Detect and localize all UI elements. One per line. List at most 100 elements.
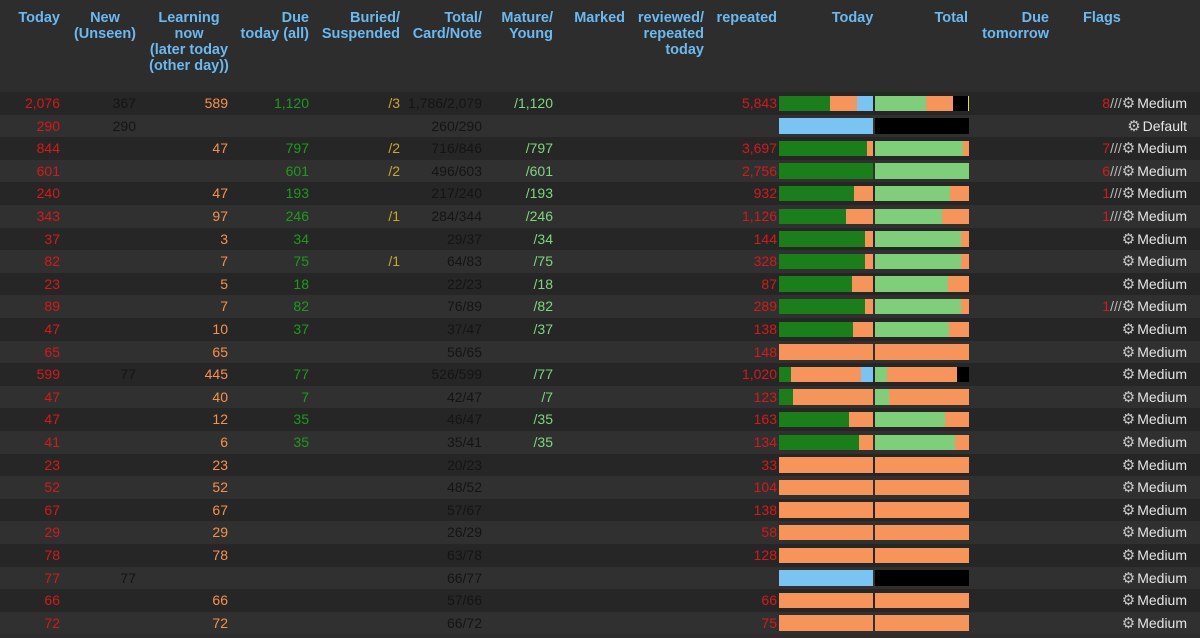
table-row[interactable]: 67 67 57/67 138 ⚙ Medium	[0, 498, 1200, 522]
options-preset-link[interactable]: Medium	[1137, 411, 1187, 428]
table-row[interactable]: 47 12 35 46/47/35 163 ⚙ Medium	[0, 408, 1200, 431]
gear-icon[interactable]: ⚙	[1121, 569, 1136, 587]
options-preset-link[interactable]: Medium	[1137, 140, 1187, 157]
header-due[interactable]: Due today (all)	[240, 10, 309, 42]
options-preset-link[interactable]: Medium	[1137, 366, 1187, 383]
table-row[interactable]: 72 72 66/72 75 ⚙ Medium	[0, 611, 1200, 635]
header-marked[interactable]: Marked	[574, 10, 625, 26]
gear-icon[interactable]: ⚙	[1121, 253, 1136, 271]
gear-icon[interactable]: ⚙	[1121, 479, 1136, 497]
gear-icon[interactable]: ⚙	[1121, 208, 1136, 225]
gear-icon[interactable]: ⚙	[1121, 275, 1136, 293]
header-today[interactable]: Today	[18, 10, 60, 26]
total-progress-bar	[875, 615, 969, 631]
cell-total: 29/37	[446, 230, 482, 247]
options-preset-link[interactable]: Default	[1142, 117, 1187, 134]
options-preset-link[interactable]: Medium	[1137, 208, 1187, 224]
header-today-bar[interactable]: Today	[831, 10, 874, 26]
cell-due: 77	[293, 366, 309, 383]
gear-icon[interactable]: ⚙	[1121, 230, 1136, 248]
cell-today: 77	[44, 569, 60, 586]
options-preset-link[interactable]: Medium	[1137, 547, 1187, 563]
gear-icon[interactable]: ⚙	[1121, 366, 1136, 384]
table-row[interactable]: 37 3 34 29/37/34 144 ⚙ Medium	[0, 227, 1200, 251]
options-preset-link[interactable]: Medium	[1137, 388, 1187, 405]
header-flags[interactable]: Flags	[1083, 10, 1121, 26]
options-preset-link[interactable]: Medium	[1137, 479, 1187, 496]
gear-icon[interactable]: ⚙	[1121, 162, 1136, 180]
gear-icon[interactable]: ⚙	[1121, 501, 1136, 519]
table-row[interactable]: 77 77 66/77 ⚙ Medium	[0, 566, 1200, 590]
gear-icon[interactable]: ⚙	[1121, 411, 1136, 429]
cell-due: 34	[293, 230, 309, 247]
gear-icon[interactable]: ⚙	[1121, 592, 1136, 610]
table-row[interactable]: 89 7 82 76/89/82 289 1///⚙ Medium	[0, 295, 1200, 318]
options-preset-link[interactable]: Medium	[1137, 343, 1187, 360]
options-preset-link[interactable]: Medium	[1137, 298, 1187, 315]
cell-learning: 78	[212, 547, 228, 563]
table-row[interactable]: 2,076 367 589 1,120/3 1,786/2,079/1,120 5,843…	[0, 92, 1200, 115]
options-preset-link[interactable]: Medium	[1137, 162, 1187, 179]
table-row[interactable]: 82 7 75/1 64/83/75 328 ⚙ Medium	[0, 250, 1200, 273]
cell-total: 496/603	[431, 162, 482, 179]
options-preset-link[interactable]: Medium	[1137, 230, 1187, 247]
options-preset-link[interactable]: Medium	[1137, 185, 1187, 202]
header-total[interactable]: Total/ Card/Note	[412, 10, 482, 42]
header-total-bar[interactable]: Total	[934, 10, 968, 26]
table-row[interactable]: 290 290 260/290 ⚙ Default	[0, 114, 1200, 138]
header-learning[interactable]: Learning now (later today (other day))	[149, 10, 229, 74]
table-row[interactable]: 23 5 18 22/23/18 87 ⚙ Medium	[0, 272, 1200, 296]
table-row[interactable]: 343 97 246/1 284/344/246 1,126 1///⚙ Medium	[0, 205, 1200, 228]
table-row[interactable]: 47 10 37 37/47/37 138 ⚙ Medium	[0, 318, 1200, 341]
total-progress-bar	[875, 547, 969, 563]
total-progress-bar	[875, 253, 969, 270]
gear-icon[interactable]: ⚙	[1121, 388, 1136, 406]
gear-icon[interactable]: ⚙	[1121, 140, 1136, 158]
table-row[interactable]: 240 47 193 217/240/193 932 1///⚙ Medium	[0, 182, 1200, 205]
header-reviewed[interactable]: reviewed/ repeated today	[637, 10, 704, 58]
header-buried[interactable]: Buried/ Suspended	[321, 10, 400, 42]
gear-icon[interactable]: ⚙	[1121, 95, 1136, 112]
options-preset-link[interactable]: Medium	[1137, 614, 1187, 631]
options-preset-link[interactable]: Medium	[1137, 456, 1187, 473]
table-row[interactable]: 52 52 48/52 104 ⚙ Medium	[0, 476, 1200, 499]
options-preset-link[interactable]: Medium	[1137, 592, 1187, 609]
gear-icon[interactable]: ⚙	[1121, 614, 1136, 632]
gear-icon[interactable]: ⚙	[1127, 117, 1141, 135]
gear-icon[interactable]: ⚙	[1121, 434, 1136, 451]
options-preset-link[interactable]: Medium	[1137, 253, 1187, 270]
header-new[interactable]: New (Unseen)	[73, 10, 137, 42]
options-preset-link[interactable]: Medium	[1137, 569, 1187, 586]
options-preset-link[interactable]: Medium	[1137, 434, 1187, 450]
table-row[interactable]: 23 23 20/23 33 ⚙ Medium	[0, 453, 1200, 477]
today-progress-bar	[779, 344, 873, 360]
today-progress-bar	[779, 118, 873, 134]
options-preset-link[interactable]: Medium	[1137, 95, 1187, 111]
table-row[interactable]: 601 601/2 496/603/601 2,756 6///⚙ Medium	[0, 159, 1200, 183]
gear-icon[interactable]: ⚙	[1121, 321, 1136, 338]
table-row[interactable]: 66 66 57/66 66 ⚙ Medium	[0, 589, 1200, 612]
gear-icon[interactable]: ⚙	[1121, 298, 1136, 316]
table-row[interactable]: 29 29 26/29 58 ⚙ Medium	[0, 521, 1200, 544]
options-preset-link[interactable]: Medium	[1137, 321, 1187, 337]
table-row[interactable]: 844 47 797/2 716/846/797 3,697 7///⚙ Medium	[0, 137, 1200, 160]
header-due-tomorrow[interactable]: Due tomorrow	[982, 10, 1049, 42]
table-row[interactable]: 41 6 35 35/41/35 134 ⚙ Medium	[0, 431, 1200, 454]
gear-icon[interactable]: ⚙	[1121, 524, 1136, 542]
cell-learning: 29	[212, 524, 228, 541]
gear-icon[interactable]: ⚙	[1121, 456, 1136, 474]
header-mature[interactable]: Mature/ Young	[501, 10, 553, 42]
options-preset-link[interactable]: Medium	[1137, 275, 1187, 292]
gear-icon[interactable]: ⚙	[1121, 343, 1136, 361]
table-row[interactable]: 78 78 63/78 128 ⚙ Medium	[0, 544, 1200, 567]
gear-icon[interactable]: ⚙	[1121, 185, 1136, 203]
table-row[interactable]: 65 65 56/65 148 ⚙ Medium	[0, 340, 1200, 364]
gear-icon[interactable]: ⚙	[1121, 547, 1136, 564]
bar-segment-mature	[779, 366, 792, 383]
today-progress-bar	[779, 366, 873, 383]
header-repeated[interactable]: repeated	[716, 10, 777, 26]
options-preset-link[interactable]: Medium	[1137, 501, 1187, 518]
options-preset-link[interactable]: Medium	[1137, 524, 1187, 541]
table-row[interactable]: 47 40 7 42/47/7 123 ⚙ Medium	[0, 385, 1200, 409]
table-row[interactable]: 599 77 445 77 526/599/77 1,020 ⚙ Medium	[0, 363, 1200, 386]
